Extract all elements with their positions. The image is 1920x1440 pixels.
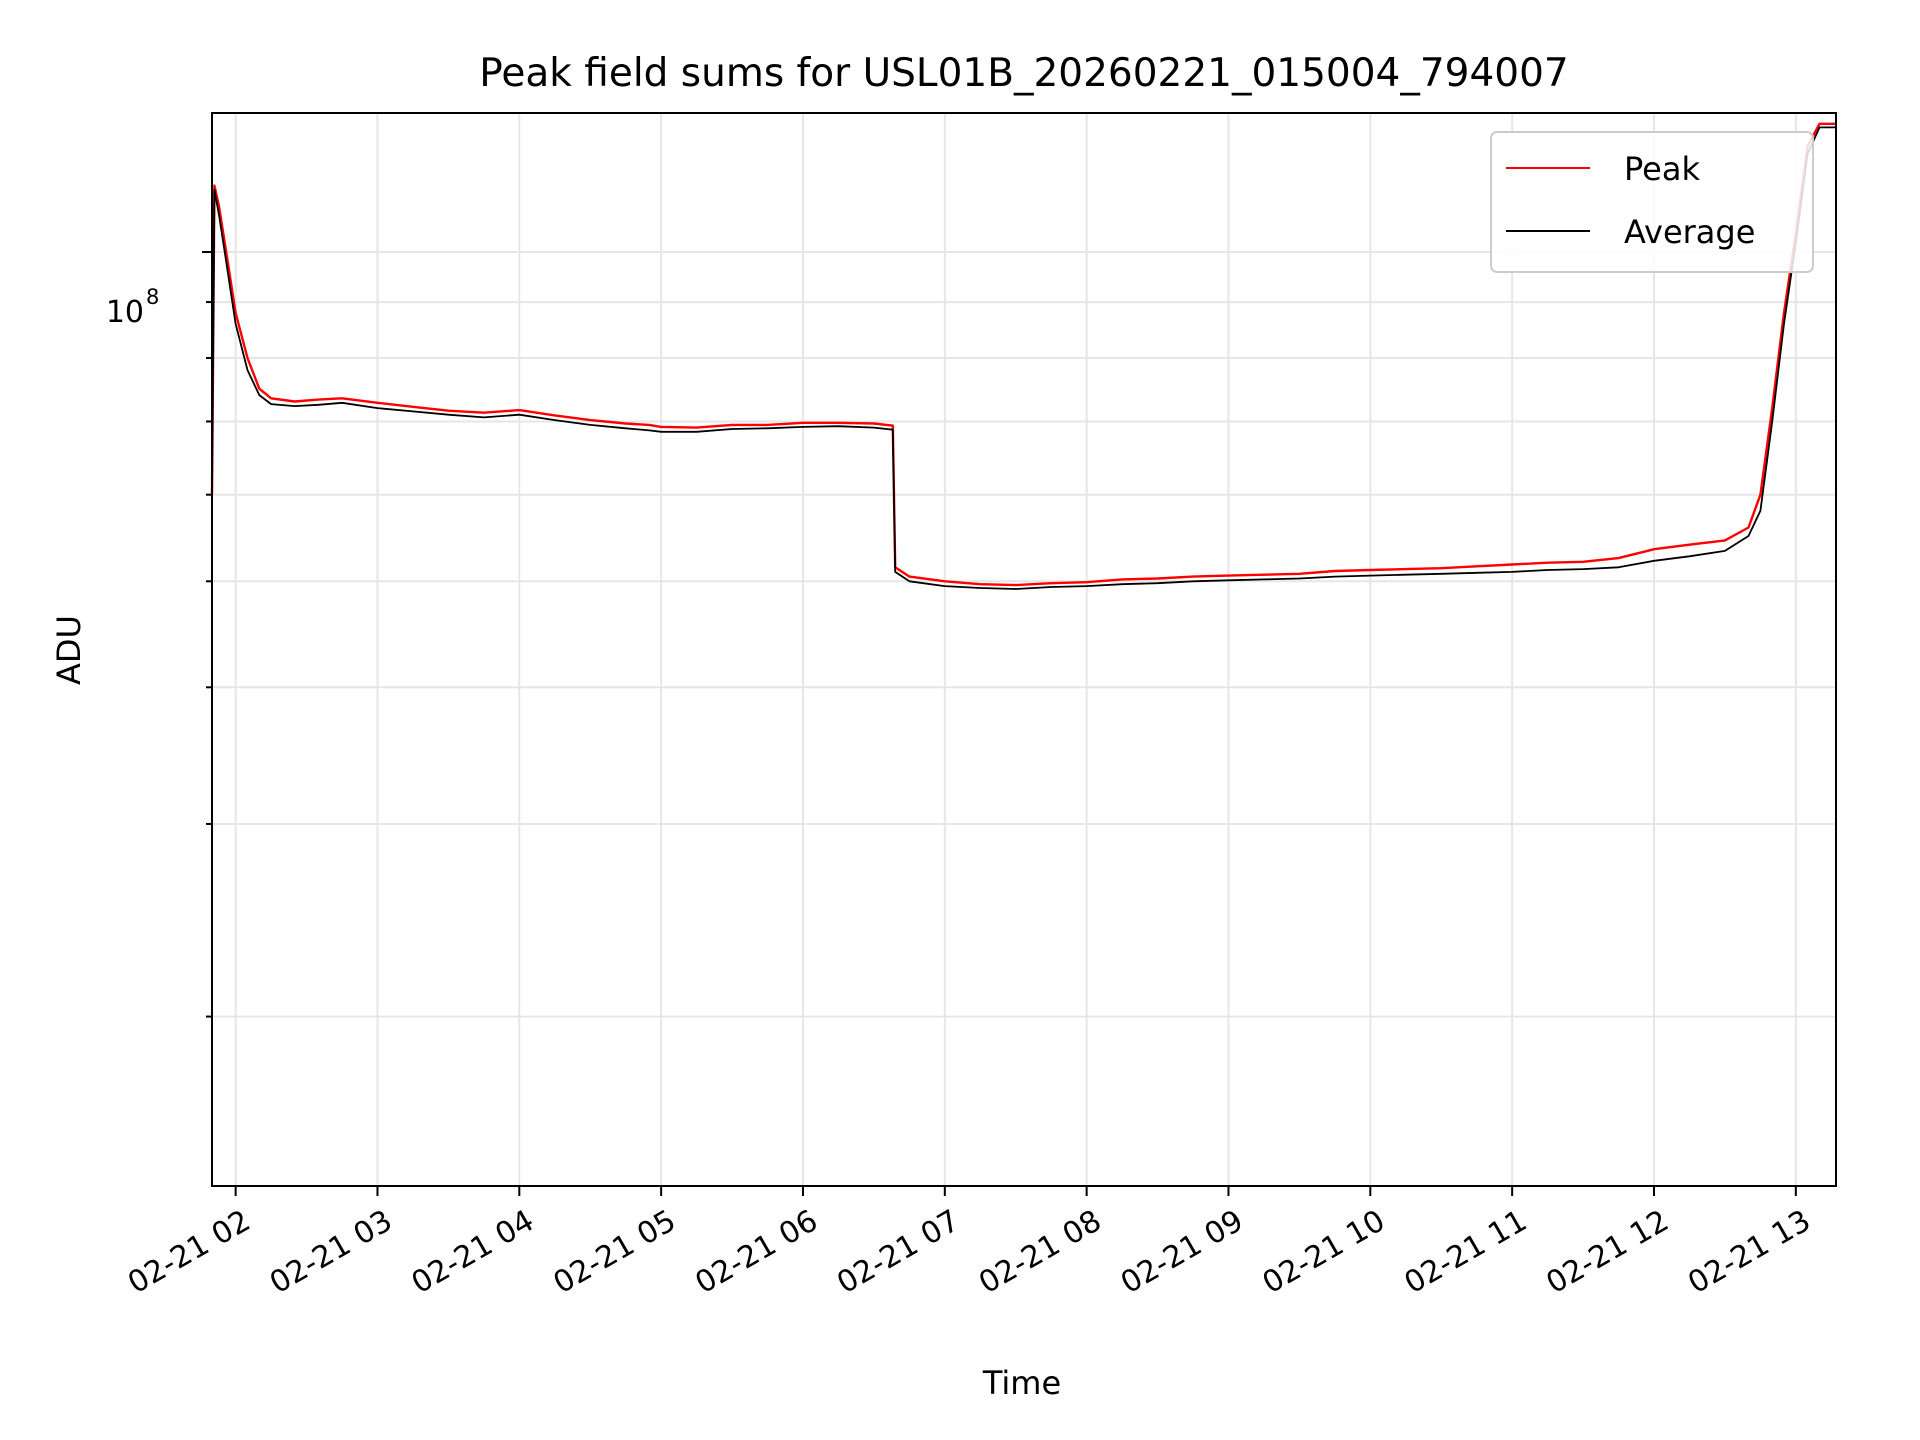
legend: Peak Average xyxy=(1490,131,1814,273)
y-tick-label-exponent: 8 xyxy=(146,285,159,309)
y-axis-label: ADU xyxy=(50,615,88,685)
legend-label-peak: Peak xyxy=(1624,150,1700,188)
chart-title: Peak field sums for USL01B_20260221_0150… xyxy=(479,51,1569,96)
series-line-average xyxy=(211,126,1836,590)
series-line-peak xyxy=(210,122,1836,587)
y-tick-label-1e8: 10 xyxy=(106,295,144,330)
grid xyxy=(212,113,1836,1186)
y-axis-ticks: 10 8 xyxy=(106,251,212,1018)
plot-frame xyxy=(211,112,1837,1187)
legend-label-average: Average xyxy=(1624,213,1755,251)
series-layer xyxy=(210,122,1836,590)
x-axis-label: Time xyxy=(982,1364,1061,1402)
